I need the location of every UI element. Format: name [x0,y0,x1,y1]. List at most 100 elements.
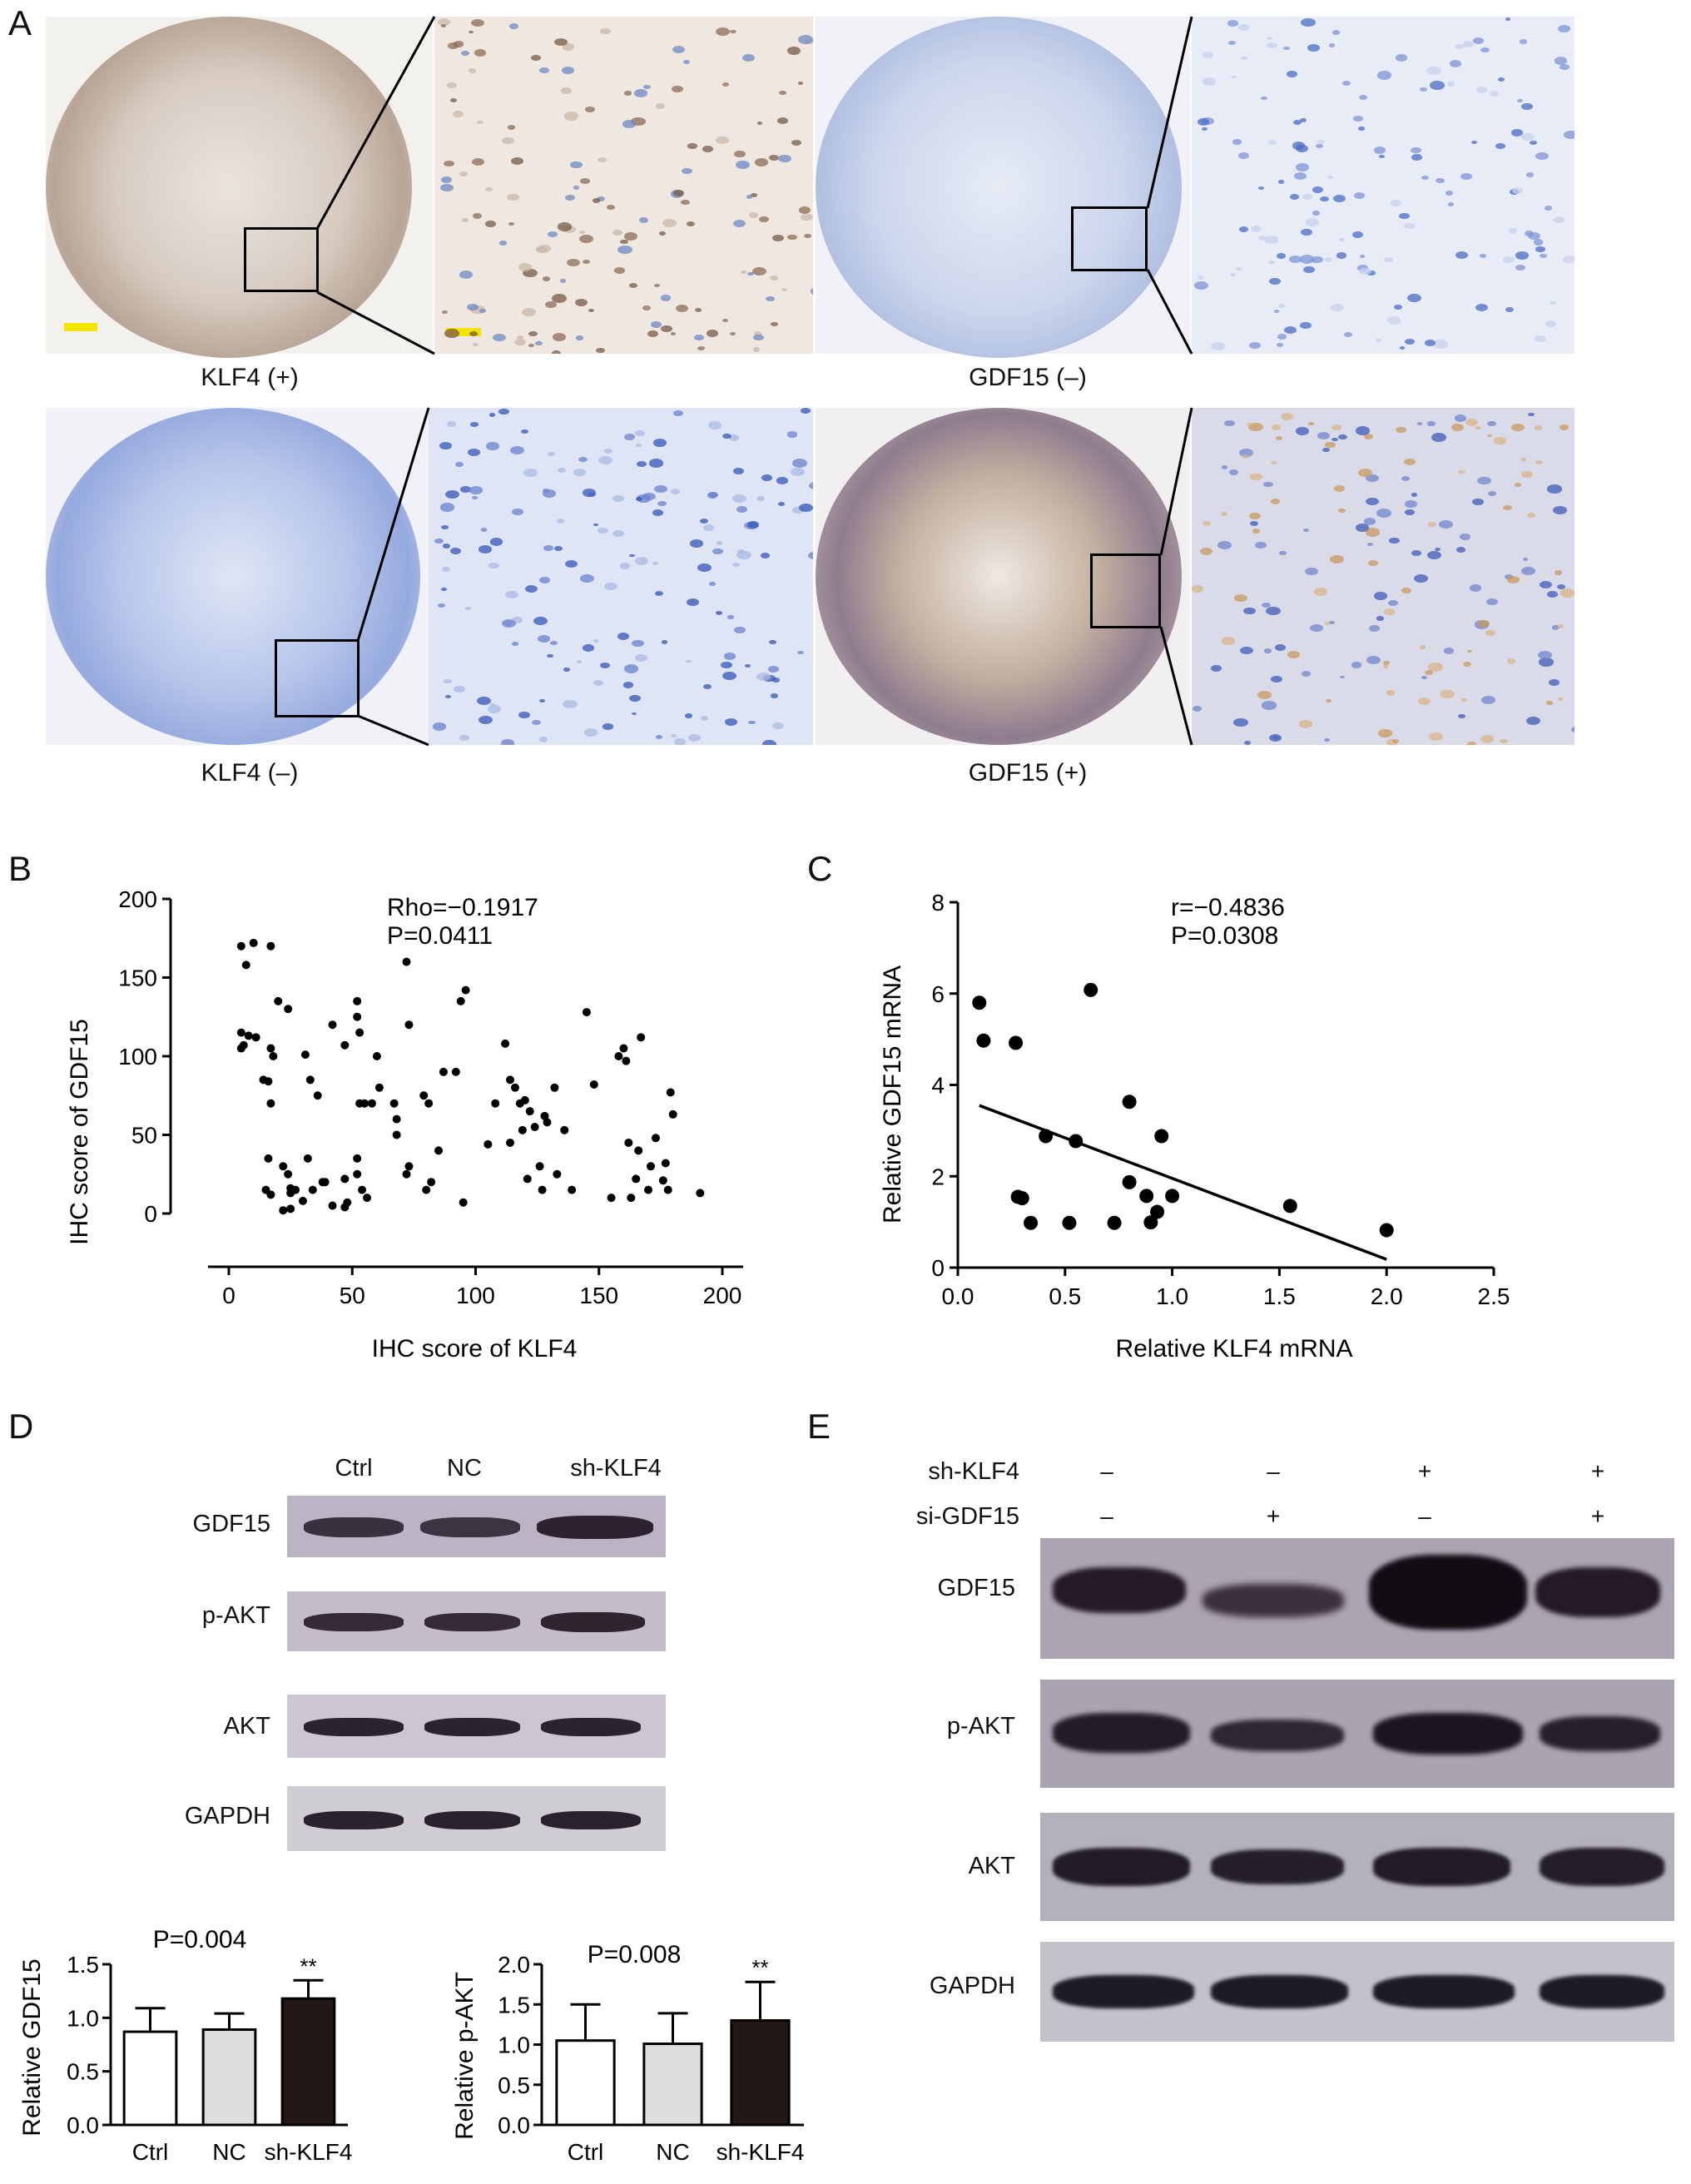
cell-nucleus [634,89,648,97]
cell-nucleus [1458,469,1465,474]
cell-nucleus [1407,294,1422,303]
y-tick-label: 2 [931,1164,945,1189]
cell-nucleus [1328,620,1336,624]
cell-nucleus [1539,580,1553,589]
cell-nucleus [1383,661,1390,665]
cell-nucleus [1460,534,1470,540]
cell-nucleus [777,154,791,163]
cell-nucleus [1475,303,1488,311]
cell-nucleus [1271,676,1282,683]
cell-nucleus [598,527,608,534]
cell-nucleus [634,653,647,662]
zoom-region-box [1071,206,1148,271]
cell-nucleus [1355,426,1371,436]
cell-nucleus [1331,30,1340,35]
cell-nucleus [636,443,642,447]
cell-nucleus [612,494,625,503]
cell-nucleus [1320,196,1330,202]
cell-nucleus [447,421,457,428]
cell-nucleus [682,60,691,65]
cell-nucleus [600,27,611,35]
cell-nucleus [444,329,459,339]
band [1053,1567,1186,1613]
cell-nucleus [1535,246,1545,252]
cell-nucleus [470,305,486,315]
zoom-region-box [1090,553,1161,628]
cell-nucleus [1472,37,1484,44]
cell-nucleus [1230,273,1237,277]
significance-marker: ** [751,1955,768,1980]
cell-nucleus [735,160,751,169]
cell-nucleus [637,494,651,503]
cell-nucleus [560,87,572,94]
cell-nucleus [727,614,734,619]
x-tick-label: 0.5 [1049,1283,1081,1309]
cell-nucleus [518,262,532,271]
cell-nucleus [1458,713,1465,718]
cell-nucleus [1471,141,1477,145]
cell-nucleus [650,321,662,328]
cell-nucleus [672,46,686,54]
data-point [568,1185,577,1194]
cell-nucleus [570,161,583,169]
cell-nucleus [516,335,524,340]
cell-nucleus [624,664,639,673]
cell-nucleus [1455,414,1467,422]
cell-nucleus [1238,226,1248,232]
cell-nucleus [1363,433,1374,439]
cell-nucleus [1301,17,1316,27]
cell-nucleus [766,295,775,301]
cell-nucleus [1456,547,1466,553]
chart-b-annotation-p: P=0.0411 [387,922,493,950]
data-point [1122,1094,1137,1109]
cell-nucleus [579,235,593,244]
cell-nucleus [1539,658,1554,667]
zoom-connector-lines [315,16,1193,747]
band [424,1811,520,1829]
cell-nucleus [797,81,804,85]
cell-nucleus [729,434,740,441]
cell-nucleus [634,556,649,565]
cell-nucleus [1505,17,1510,21]
cell-nucleus [748,720,756,725]
cell-nucleus [1240,56,1247,61]
cell-nucleus [781,288,787,292]
cell-nucleus [1293,172,1307,181]
data-point [1379,1223,1394,1238]
cell-nucleus [732,494,746,503]
zoom-region-box [275,639,360,717]
data-point [1282,1199,1297,1214]
cell-nucleus [1299,321,1312,330]
data-point [286,1204,295,1214]
cell-nucleus [1337,508,1346,514]
cell-nucleus [440,587,448,592]
cell-nucleus [1201,127,1208,132]
cell-nucleus [1546,701,1553,705]
cell-nucleus [1199,547,1212,555]
cell-nucleus [1475,87,1487,94]
cell-nucleus [468,448,480,456]
cell-nucleus [459,486,471,494]
cell-nucleus [734,150,746,158]
cell-nucleus [1411,493,1418,497]
cell-nucleus [1203,77,1216,86]
cell-nucleus [1527,412,1535,417]
cell-nucleus [1307,43,1320,52]
cell-nucleus [673,738,687,745]
cell-nucleus [1202,521,1211,527]
cell-nucleus [1261,96,1267,101]
cell-nucleus [623,682,634,688]
cell-nucleus [807,551,813,560]
cell-nucleus [449,97,457,102]
cell-nucleus [1325,442,1336,449]
bar [642,2043,703,2127]
x-tick-label: 200 [703,1283,742,1308]
cell-nucleus [1340,675,1346,679]
blot-e-sign: + [1417,1458,1432,1484]
y-tick-label: 50 [131,1123,157,1149]
cell-nucleus [1274,309,1280,313]
cell-nucleus [1221,465,1228,469]
y-tick-label: 1.5 [498,1992,530,2018]
cell-nucleus [461,218,469,222]
cell-nucleus [681,200,690,206]
